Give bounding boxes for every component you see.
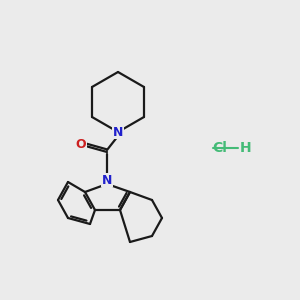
Text: N: N <box>113 125 123 139</box>
Text: O: O <box>76 139 86 152</box>
Text: Cl: Cl <box>213 141 227 155</box>
Text: N: N <box>102 173 112 187</box>
Text: H: H <box>240 141 252 155</box>
